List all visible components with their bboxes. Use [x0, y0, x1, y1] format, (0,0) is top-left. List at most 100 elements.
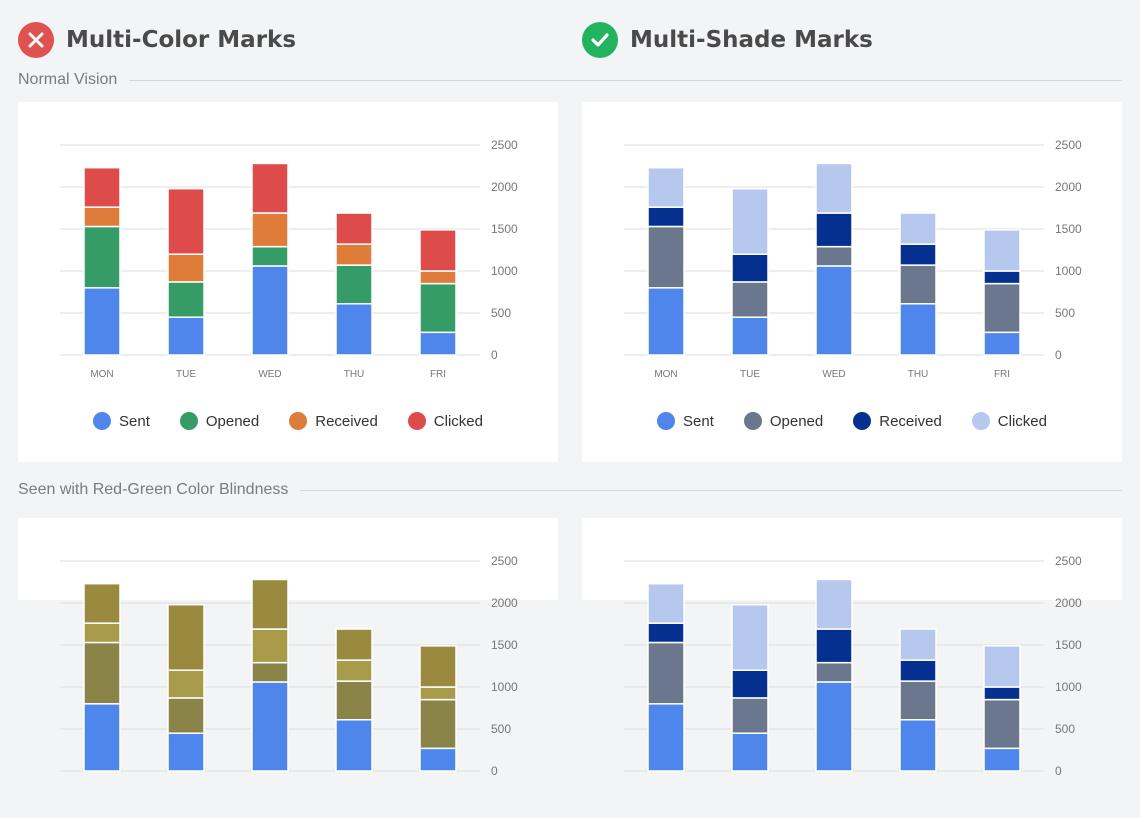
bar-segment-opened	[83, 225, 121, 289]
chart-legend: Sent Opened Received Clicked	[582, 412, 1122, 430]
multi-shade-title: Multi-Shade Marks	[630, 27, 873, 53]
y-tick-label: 2500	[1055, 138, 1082, 152]
x-tick-label: TUE	[740, 369, 760, 380]
bar-segment-opened	[647, 225, 685, 289]
bar-segment-sent	[731, 316, 769, 356]
bar-segment-clicked	[899, 212, 937, 245]
section-divider	[300, 489, 1122, 491]
chart-svg: 0 500 1000 1500 2000 2500 MON TUE WED THU FRI	[60, 138, 518, 380]
multi-color-normal-chart: 0 500 1000 1500 2000 2500 MON TUE WED THU FRI Sent…	[18, 102, 558, 462]
legend-item: Clicked	[971, 412, 1047, 430]
y-tick-label: 1000	[491, 264, 518, 278]
x-tick-label: TUE	[176, 369, 196, 380]
y-tick-label: 2500	[491, 138, 518, 152]
bar-segment-sent	[335, 719, 373, 772]
legend-swatch	[93, 412, 111, 430]
bar-segment-opened	[899, 264, 937, 305]
y-tick-label: 0	[491, 764, 498, 778]
bar-segment-opened	[731, 281, 769, 318]
y-tick-label: 1500	[1055, 638, 1082, 652]
multi-shade-header: Multi-Shade Marks	[582, 22, 873, 58]
bar-segment-received	[899, 243, 937, 266]
bar-segment-received	[83, 206, 121, 228]
bar-segment-opened	[899, 680, 937, 721]
y-tick-label: 1000	[491, 680, 518, 694]
y-tick-label: 0	[491, 348, 498, 362]
bar-segment-received	[251, 212, 289, 248]
x-tick-label: THU	[908, 369, 929, 380]
bar-segment-sent	[167, 316, 205, 356]
bar-segment-opened	[167, 697, 205, 734]
bar-segment-sent	[647, 703, 685, 772]
legend-label: Received	[879, 412, 942, 430]
bar-segment-opened	[983, 282, 1021, 334]
x-tick-label: THU	[344, 369, 365, 380]
bar-segment-clicked	[335, 628, 373, 661]
y-tick-label: 500	[1055, 722, 1075, 736]
x-tick-label: FRI	[430, 369, 446, 380]
y-tick-label: 2000	[1055, 596, 1082, 610]
y-tick-label: 0	[1055, 348, 1062, 362]
bar-segment-opened	[335, 264, 373, 305]
bar-segment-opened	[731, 697, 769, 734]
colorblind-label: Seen with Red-Green Color Blindness	[18, 481, 289, 498]
bar-segment-received	[83, 622, 121, 644]
y-tick-label: 0	[1055, 764, 1062, 778]
chart-legend: Sent Opened Received Clicked	[18, 412, 558, 430]
bar-segment-clicked	[83, 166, 121, 208]
legend-item: Sent	[657, 412, 714, 430]
y-tick-label: 2000	[491, 596, 518, 610]
legend-label: Sent	[683, 412, 714, 430]
normal-vision-section: Normal Vision	[18, 71, 1122, 89]
bar-segment-received	[731, 253, 769, 283]
bar-segment-received	[419, 270, 457, 285]
x-tick-label: WED	[258, 369, 281, 380]
legend-item: Sent	[93, 412, 150, 430]
chart-svg: 0 500 1000 1500 2000 2500 MON TUE WED THU FRI	[624, 138, 1082, 380]
bar-segment-clicked	[419, 645, 457, 688]
bar-segment-clicked	[983, 645, 1021, 688]
bar-segment-opened	[251, 661, 289, 683]
bar-segment-sent	[731, 732, 769, 772]
x-circle-icon	[18, 22, 54, 58]
x-tick-label: WED	[822, 369, 845, 380]
bar-segment-opened	[419, 282, 457, 334]
section-divider	[129, 79, 1122, 81]
legend-swatch	[971, 412, 990, 430]
bar-segment-received	[983, 686, 1021, 701]
bar-segment-opened	[815, 661, 853, 683]
bar-segment-sent	[983, 747, 1021, 772]
chart-svg: 0 500 1000 1500 2000 2500	[60, 554, 518, 778]
bar-segment-opened	[419, 698, 457, 750]
bar-segment-received	[167, 253, 205, 283]
legend-label: Clicked	[433, 412, 483, 430]
legend-swatch	[179, 412, 198, 430]
multi-shade-colorblind-chart: 0 500 1000 1500 2000 2500	[582, 518, 1122, 778]
bar-segment-opened	[983, 698, 1021, 750]
bar-segment-opened	[335, 680, 373, 721]
bar-segment-sent	[167, 732, 205, 772]
y-tick-label: 1500	[491, 222, 518, 236]
chart-svg: 0 500 1000 1500 2000 2500	[624, 554, 1082, 778]
multi-color-header: Multi-Color Marks	[18, 22, 296, 58]
bar-segment-clicked	[167, 187, 205, 255]
legend-item: Received	[853, 412, 942, 430]
legend-swatch	[743, 412, 762, 430]
y-tick-label: 2500	[1055, 554, 1082, 568]
bar-segment-sent	[899, 303, 937, 356]
y-tick-label: 2500	[491, 554, 518, 568]
legend-item: Opened	[743, 412, 823, 430]
bar-segment-received	[731, 669, 769, 699]
bar-segment-sent	[815, 681, 853, 772]
colorblind-section: Seen with Red-Green Color Blindness	[18, 481, 1122, 499]
bar-segment-opened	[815, 245, 853, 267]
check-circle-icon	[582, 22, 618, 58]
bar-segment-clicked	[647, 166, 685, 208]
bar-segment-sent	[335, 303, 373, 356]
bar-segment-opened	[647, 641, 685, 705]
bar-segment-sent	[251, 681, 289, 772]
legend-label: Sent	[119, 412, 150, 430]
bar-segment-clicked	[815, 162, 853, 214]
bar-segment-sent	[419, 331, 457, 356]
bar-segment-clicked	[251, 162, 289, 214]
